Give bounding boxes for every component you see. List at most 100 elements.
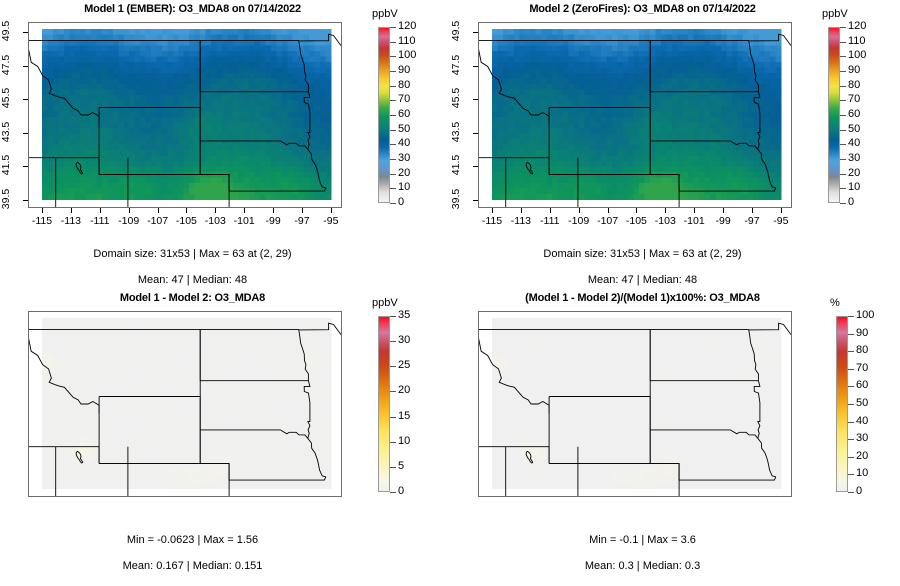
y-axis-label: 45.5 — [450, 83, 462, 113]
colorbar-tick — [390, 86, 396, 87]
colorbar-unit-label: % — [830, 297, 840, 309]
colorbar-tick — [840, 174, 846, 175]
x-axis-label: -95 — [314, 215, 348, 227]
colorbar-tick-label: 30 — [398, 334, 410, 346]
colorbar-tick — [848, 316, 854, 317]
panel-model1: Model 1 (EMBER): O3_MDA8 on 07/14/2022 4… — [0, 0, 450, 289]
y-axis-label: 39.5 — [0, 184, 12, 214]
y-axis-label: 47.5 — [450, 50, 462, 80]
map-plot-model2 — [478, 22, 792, 208]
x-axis-tick — [521, 208, 522, 213]
colorbar-tick-label: 40 — [848, 137, 860, 149]
colorbar-tick-label: 100 — [848, 49, 866, 61]
colorbar-tick — [390, 417, 396, 418]
colorbar-tick-label: 120 — [398, 20, 416, 32]
x-axis-tick — [215, 208, 216, 213]
y-axis-tick — [23, 66, 28, 67]
colorbar-tick-label: 50 — [848, 123, 860, 135]
y-axis-label: 41.5 — [0, 150, 12, 180]
y-axis-tick — [473, 200, 478, 201]
colorbar-tick-label: 30 — [856, 432, 868, 444]
y-axis-label: 49.5 — [450, 16, 462, 46]
x-axis-tick — [579, 208, 580, 213]
colorbar-tick — [840, 56, 846, 57]
colorbar-tick — [390, 159, 396, 160]
x-axis-tick — [273, 208, 274, 213]
colorbar-tick — [840, 203, 846, 204]
colorbar-tick-label: 80 — [398, 79, 410, 91]
colorbar-tick — [840, 86, 846, 87]
colorbar-tick — [848, 351, 854, 352]
x-axis-label: -95 — [764, 215, 798, 227]
colorbar-tick-label: 110 — [848, 35, 866, 47]
map-plot-difference — [28, 311, 342, 497]
colorbar-tick-label: 90 — [848, 64, 860, 76]
x-axis-tick — [331, 208, 332, 213]
colorbar-tick-label: 10 — [856, 467, 868, 479]
colorbar-tick — [840, 100, 846, 101]
colorbar-tick — [390, 100, 396, 101]
x-axis-tick — [186, 208, 187, 213]
x-axis-tick — [100, 208, 101, 213]
y-axis-tick — [473, 133, 478, 134]
panel-difference: Model 1 - Model 2: O3_MDA8 Min = -0.0623… — [0, 289, 450, 579]
y-axis-tick — [23, 200, 28, 201]
colorbar-tick — [848, 457, 854, 458]
colorbar-tick-label: 70 — [856, 362, 868, 374]
caption-line-1: Domain size: 31x53 | Max = 63 at (2, 29) — [0, 248, 385, 261]
panel-title-model1: Model 1 (EMBER): O3_MDA8 on 07/14/2022 — [0, 3, 385, 15]
x-axis-tick — [608, 208, 609, 213]
x-axis-tick — [492, 208, 493, 213]
y-axis-tick — [23, 32, 28, 33]
y-axis-tick — [473, 66, 478, 67]
colorbar-tick-label: 35 — [398, 309, 410, 321]
colorbar-tick-label: 70 — [848, 93, 860, 105]
colorbar-gradient — [378, 316, 390, 492]
colorbar-tick-label: 0 — [398, 196, 404, 208]
caption-line-1: Min = -0.0623 | Max = 1.56 — [0, 534, 385, 547]
colorbar-tick — [390, 203, 396, 204]
colorbar-tick — [390, 144, 396, 145]
colorbar-tick — [390, 174, 396, 175]
colorbar-tick — [840, 159, 846, 160]
x-axis-tick — [752, 208, 753, 213]
colorbar-tick — [390, 115, 396, 116]
panel-model2: Model 2 (ZeroFires): O3_MDA8 on 07/14/20… — [450, 0, 900, 289]
colorbar-tick — [840, 188, 846, 189]
colorbar-tick-label: 25 — [398, 359, 410, 371]
colorbar-tick — [390, 71, 396, 72]
colorbar-tick — [840, 115, 846, 116]
colorbar-tick-label: 20 — [398, 384, 410, 396]
y-axis-tick — [473, 32, 478, 33]
y-axis-label: 43.5 — [0, 117, 12, 147]
y-axis-label: 41.5 — [450, 150, 462, 180]
y-axis-tick — [473, 166, 478, 167]
colorbar-tick — [848, 369, 854, 370]
colorbar-tick-label: 80 — [848, 79, 860, 91]
colorbar-tick-label: 110 — [398, 35, 416, 47]
colorbar-tick — [840, 71, 846, 72]
caption-line-1: Domain size: 31x53 | Max = 63 at (2, 29) — [450, 248, 835, 261]
colorbar-tick — [390, 442, 396, 443]
colorbar-unit-label: ppbV — [372, 8, 398, 20]
map-plot-model1 — [28, 22, 342, 208]
colorbar-tick — [390, 316, 396, 317]
x-axis-tick — [694, 208, 695, 213]
colorbar-tick-label: 50 — [856, 397, 868, 409]
panel-title-difference: Model 1 - Model 2: O3_MDA8 — [0, 292, 385, 304]
x-axis-tick — [665, 208, 666, 213]
colorbar-tick — [848, 334, 854, 335]
colorbar-tick-label: 60 — [398, 108, 410, 120]
panel-caption-difference: Min = -0.0623 | Max = 1.56 Mean: 0.167 |… — [0, 521, 385, 586]
colorbar-tick-label: 20 — [398, 167, 410, 179]
caption-line-1: Min = -0.1 | Max = 3.6 — [450, 534, 835, 547]
panel-title-percent-difference: (Model 1 - Model 2)/(Model 1)x100%: O3_M… — [450, 292, 835, 304]
colorbar-tick — [390, 391, 396, 392]
y-axis-label: 49.5 — [0, 16, 12, 46]
colorbar-tick-label: 15 — [398, 410, 410, 422]
colorbar-gradient — [378, 27, 390, 203]
colorbar-tick-label: 10 — [398, 435, 410, 447]
colorbar-tick — [390, 56, 396, 57]
panel-title-model2: Model 2 (ZeroFires): O3_MDA8 on 07/14/20… — [450, 3, 835, 15]
